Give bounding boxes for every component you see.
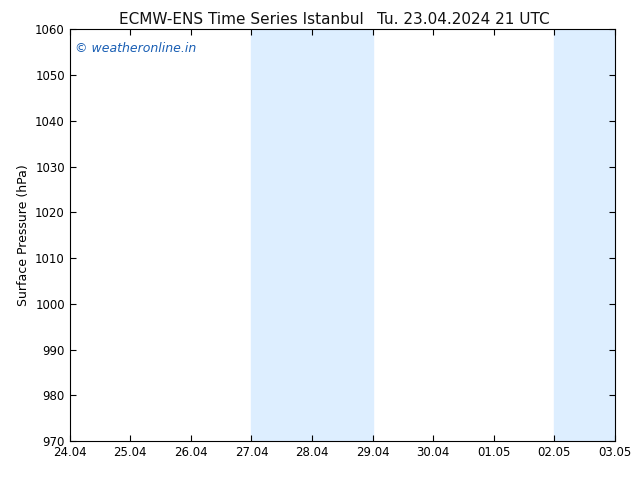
- Bar: [554, 29, 615, 441]
- Y-axis label: Surface Pressure (hPa): Surface Pressure (hPa): [16, 164, 30, 306]
- Text: Tu. 23.04.2024 21 UTC: Tu. 23.04.2024 21 UTC: [377, 12, 549, 27]
- Bar: [252, 29, 373, 441]
- Text: © weatheronline.in: © weatheronline.in: [75, 42, 197, 55]
- Text: ECMW-ENS Time Series Istanbul: ECMW-ENS Time Series Istanbul: [119, 12, 363, 27]
